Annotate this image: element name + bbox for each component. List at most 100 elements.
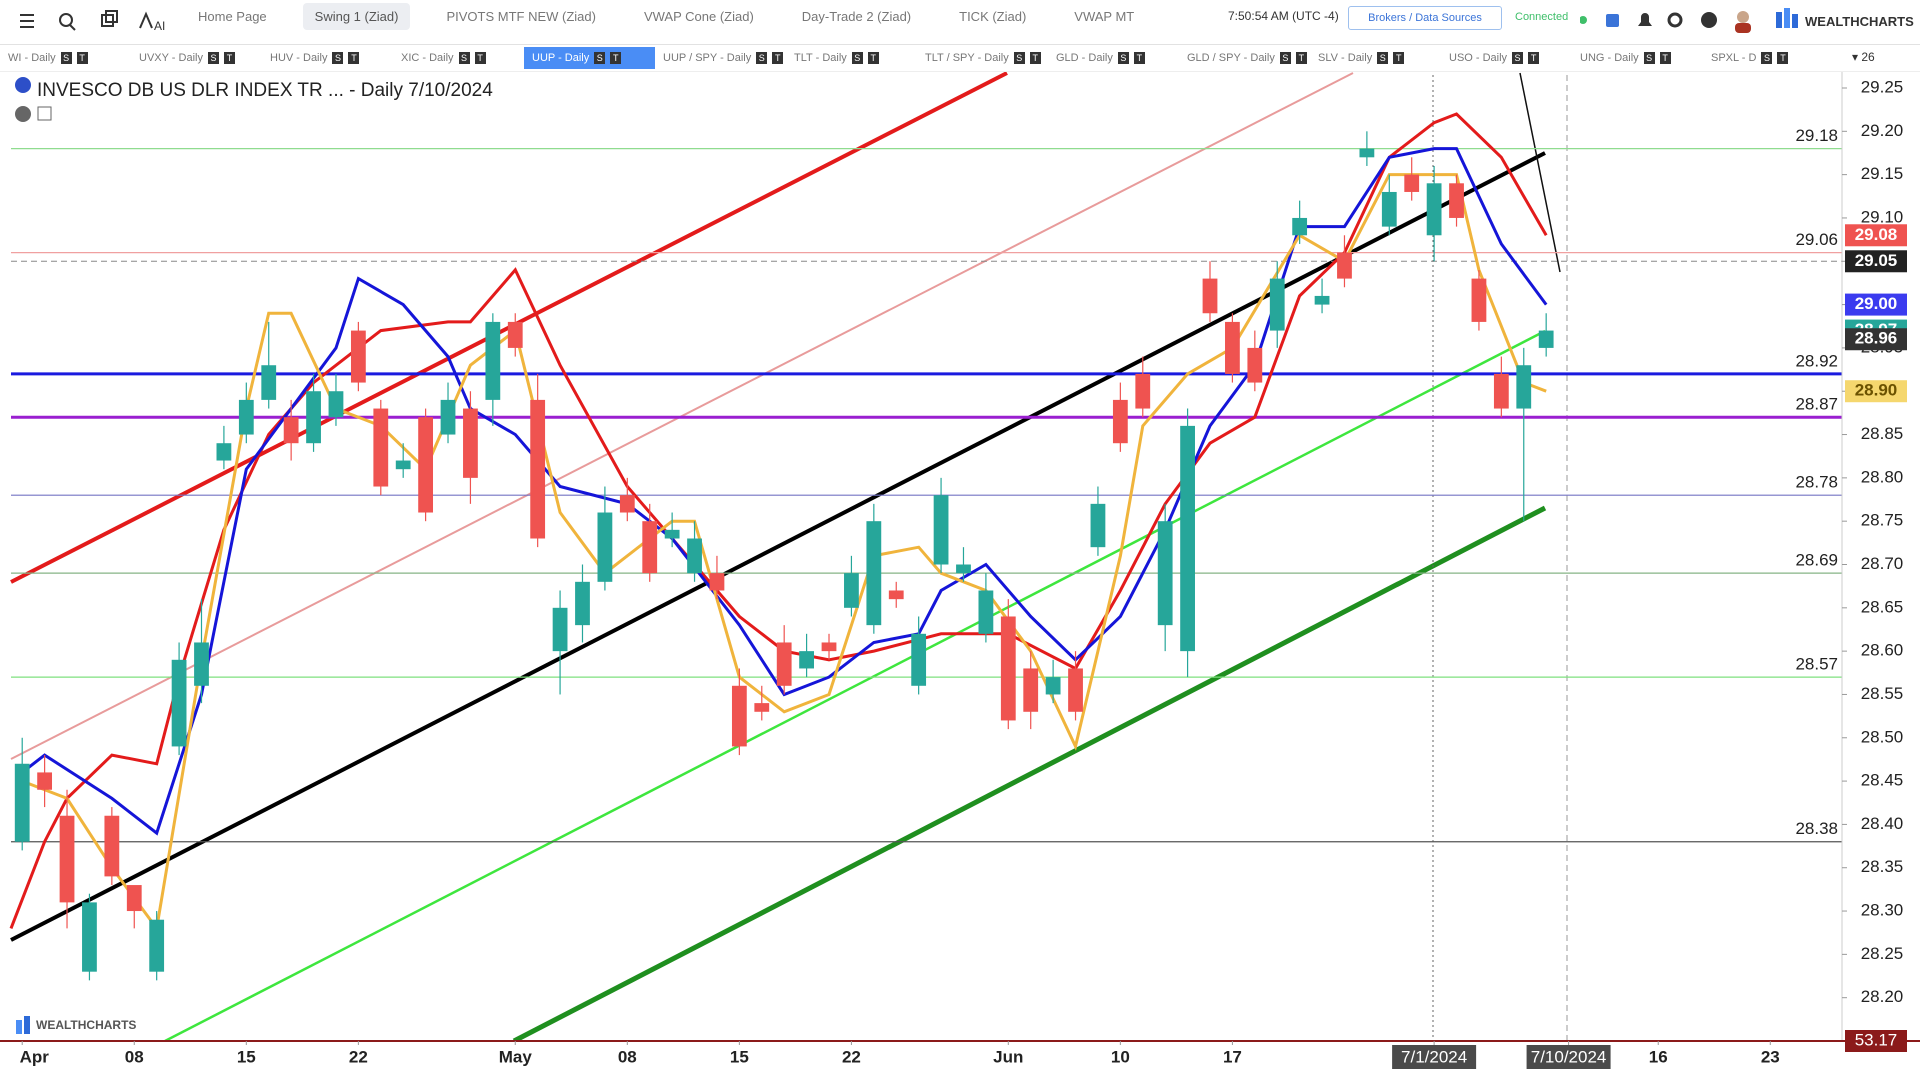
trendline <box>164 329 1546 1043</box>
connection-status: Connected <box>1515 11 1569 23</box>
candle-body <box>216 443 232 461</box>
badge: S <box>594 52 606 64</box>
tab[interactable]: Day-Trade 2 (Ziad) <box>801 8 912 24</box>
watchlist-item[interactable]: UNG - Daily S T <box>1572 47 1703 69</box>
watchlist-label: GLD - Daily <box>1056 52 1113 64</box>
bottom-tag-label: 53.17 <box>1855 1030 1898 1049</box>
candle-body <box>238 399 254 435</box>
tab-bar: Home Page Swing 1 (Ziad) PIVOTS MTF NEW (Z… <box>186 0 1170 32</box>
watermark-text: WEALTHCHARTS <box>36 1018 136 1032</box>
watchlist-item[interactable]: UUP - Daily S T <box>524 47 655 69</box>
level-label: 28.87 <box>1795 395 1838 414</box>
tab[interactable]: VWAP Cone (Ziad) <box>643 8 754 24</box>
x-tick-box <box>1526 1045 1611 1069</box>
level-label: 28.57 <box>1795 655 1838 674</box>
time: 7:50:54 AM <box>1228 9 1289 23</box>
watchlist-bar: WI - Daily S T UVXY - Daily S T HUV - Daily S T X… <box>0 45 1920 72</box>
y-tick-label: 28.85 <box>1861 424 1904 443</box>
candle-body <box>82 902 97 972</box>
price-tag-label: 29.00 <box>1855 294 1898 313</box>
y-tick-label: 29.15 <box>1861 164 1904 183</box>
watchlist-item[interactable]: HUV - Daily S T <box>262 47 393 69</box>
watchlist-label: USO - Daily <box>1449 52 1508 64</box>
watchlist-label: TLT / SPY - Daily <box>925 52 1009 64</box>
watchlist-count[interactable]: ▾ 26 <box>1852 50 1875 64</box>
indicator-line <box>21 173 1547 933</box>
candle-body <box>1225 321 1240 374</box>
price-tag-label: 28.96 <box>1855 329 1898 348</box>
x-axis-panel <box>0 1041 1920 1071</box>
watchlist-item[interactable]: SLV - Daily S T <box>1310 47 1441 69</box>
candle-body <box>776 642 792 686</box>
watchlist-item[interactable]: TLT - Daily S T <box>786 47 917 69</box>
count: 26 <box>1861 50 1875 64</box>
toolbar: AI Home Page Swing 1 (Ziad) PIVOTS MTF NEW… <box>0 0 1920 45</box>
y-tick-label: 28.60 <box>1861 641 1904 660</box>
candle-body <box>261 365 277 400</box>
pointer-line <box>1519 72 1561 273</box>
badge: S <box>1279 52 1291 64</box>
watchlist-item[interactable]: UVXY - Daily S T <box>131 47 262 69</box>
badge: T <box>867 52 879 64</box>
brokers-button[interactable]: Brokers / Data Sources <box>1348 6 1502 30</box>
candle-body <box>104 815 120 877</box>
candle-body <box>866 521 882 626</box>
y-tick-label: 28.35 <box>1861 857 1904 876</box>
candle-body <box>306 391 321 444</box>
candle-body <box>1112 399 1128 444</box>
candle-body <box>1314 295 1330 305</box>
y-tick-label: 28.50 <box>1861 727 1904 746</box>
candle-body <box>731 685 747 747</box>
badge: S <box>60 52 72 64</box>
watchlist-item[interactable]: GLD / SPY - Daily S T <box>1179 47 1310 69</box>
price-tag <box>1845 293 1907 316</box>
candle-body <box>507 321 523 348</box>
price-tag-label: 29.08 <box>1855 225 1898 244</box>
level-label: 28.69 <box>1795 551 1838 570</box>
badge: S <box>851 52 863 64</box>
candle-body <box>1359 148 1375 158</box>
watchlist-item[interactable]: GLD - Daily S T <box>1048 47 1179 69</box>
watchlist-item[interactable]: USO - Daily S T <box>1441 47 1572 69</box>
candle-body <box>1426 183 1442 236</box>
badge: T <box>1659 52 1671 64</box>
watchlist-label: XIC - Daily <box>401 52 454 64</box>
candle-body <box>844 573 859 608</box>
candle-body <box>1202 278 1218 314</box>
tab[interactable]: TICK (Ziad) <box>959 8 1027 24</box>
badge: S <box>1643 52 1655 64</box>
candle-body <box>799 651 814 669</box>
badge: T <box>348 52 360 64</box>
tab[interactable]: Swing 1 (Ziad) <box>302 2 411 30</box>
badge: S <box>1377 52 1389 64</box>
tab[interactable]: Home Page <box>198 8 267 24</box>
candle-body <box>664 529 680 539</box>
y-tick-label: 28.75 <box>1861 511 1904 530</box>
candle-body <box>1180 425 1195 652</box>
candle-body <box>350 330 366 383</box>
watchlist-item[interactable]: WI - Daily S T <box>0 47 131 69</box>
badge: S <box>1013 52 1025 64</box>
level-label: 28.92 <box>1795 351 1838 370</box>
watchlist-item[interactable]: UUP / SPY - Daily S T <box>655 47 786 69</box>
trendline <box>10 151 1546 942</box>
tab[interactable]: VWAP MT <box>1074 8 1135 24</box>
level-label: 28.38 <box>1795 819 1838 838</box>
badge: S <box>1117 52 1129 64</box>
tab[interactable]: PIVOTS MTF NEW (Ziad) <box>446 8 596 24</box>
watchlist-item[interactable]: TLT / SPY - Daily S T <box>917 47 1048 69</box>
x-tick-label: 16 <box>1649 1047 1668 1066</box>
badge: T <box>772 52 784 64</box>
candle-body <box>37 772 53 790</box>
watchlist-label: WI - Daily <box>8 52 56 64</box>
brand: WEALTHCHARTS <box>1805 14 1914 29</box>
ai-label[interactable]: AI <box>154 19 165 33</box>
badge: S <box>756 52 768 64</box>
watchlist-item[interactable]: XIC - Daily S T <box>393 47 524 69</box>
candle-body <box>328 391 344 418</box>
y-tick-label: 28.70 <box>1861 554 1904 573</box>
watchlist-label: UUP - Daily <box>532 52 590 64</box>
chart-background <box>0 72 1920 1080</box>
watchlist-label: TLT - Daily <box>794 52 847 64</box>
